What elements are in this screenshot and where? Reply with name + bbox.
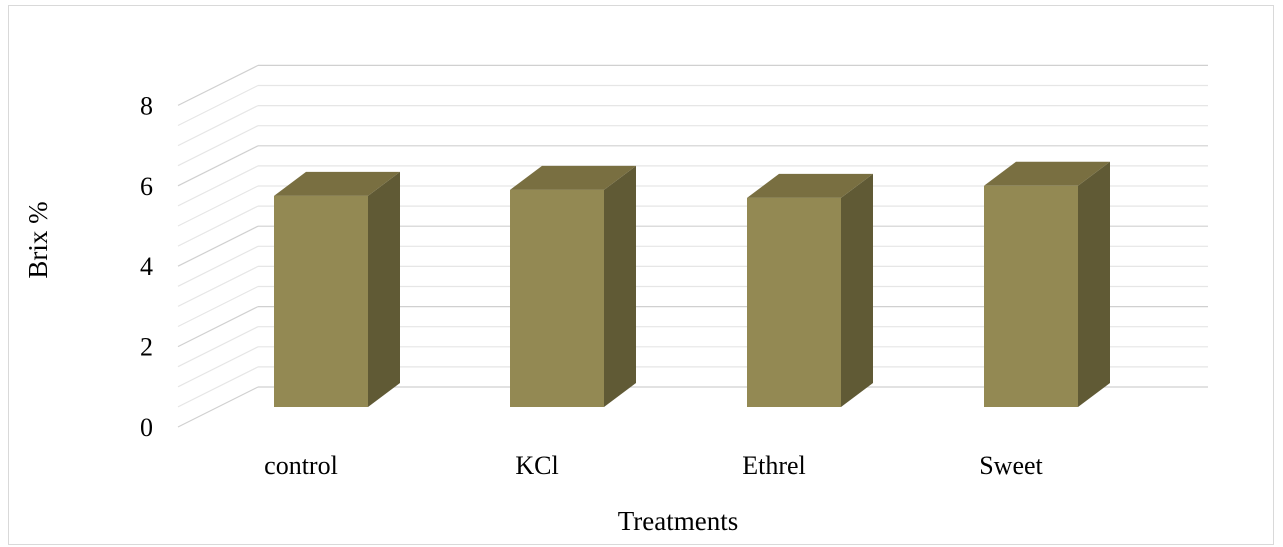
gridline-depth [177, 306, 259, 348]
y-tick-label: 2 [140, 333, 153, 362]
y-axis-title: Brix % [23, 201, 53, 278]
x-category-label: Ethrel [742, 451, 806, 480]
bars [274, 161, 1110, 407]
bar-side [841, 173, 873, 407]
bar [510, 165, 636, 407]
bar-front [984, 185, 1078, 407]
bar [274, 171, 400, 407]
bar-front [274, 195, 368, 407]
gridline-depth [177, 366, 259, 408]
gridline-depth [177, 285, 259, 328]
gridline-depth [177, 185, 259, 227]
gridline-depth [177, 326, 259, 368]
y-tick-label: 6 [140, 172, 153, 201]
gridline-depth [177, 125, 259, 167]
bar-front [747, 197, 841, 407]
gridline-depth [177, 145, 259, 187]
gridline-depth [177, 64, 259, 106]
y-axis-ticks: 0 2 4 6 8 [140, 91, 153, 442]
bar-top [274, 171, 400, 196]
bar-front [510, 189, 604, 407]
x-category-label: KCl [515, 451, 558, 480]
bar-side [1078, 161, 1110, 407]
bar-top [984, 161, 1110, 186]
gridline-depth [177, 245, 259, 287]
gridline-depth [177, 265, 259, 307]
gridline-depth [177, 105, 259, 147]
gridline-depth [177, 84, 259, 127]
bar [984, 161, 1110, 407]
gridline-depth [177, 205, 259, 247]
x-category-label: Sweet [979, 451, 1043, 480]
bar-top [510, 165, 636, 190]
y-tick-label: 8 [140, 91, 153, 120]
bar-side [604, 165, 636, 407]
gridline-depth [177, 225, 259, 267]
y-tick-label: 4 [140, 252, 153, 281]
gridline-depth [177, 346, 259, 388]
bar [747, 173, 873, 407]
x-category-label: control [264, 451, 338, 480]
bar-top [747, 173, 873, 198]
x-axis-title: Treatments [618, 506, 739, 536]
x-axis-categories: control KCl Ethrel Sweet [264, 451, 1043, 480]
gridline-depth [177, 165, 259, 207]
bar-side [368, 171, 400, 407]
gridline-depth [177, 386, 259, 428]
y-tick-label: 0 [140, 413, 153, 442]
